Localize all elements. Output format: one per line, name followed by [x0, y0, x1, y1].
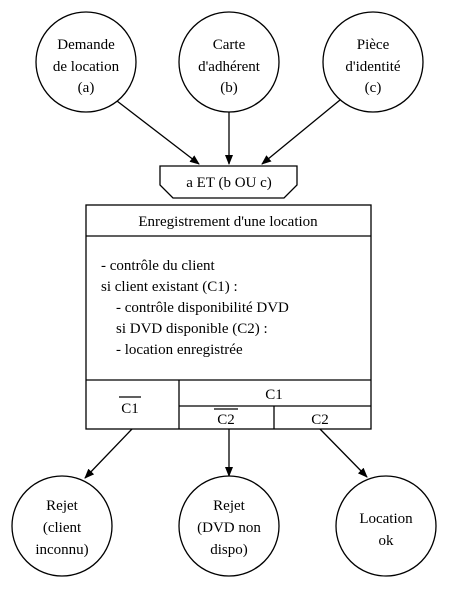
- result-location-ok: Location ok: [335, 475, 437, 577]
- event-label-line: de location: [53, 59, 120, 75]
- event-label-line: (c): [365, 80, 382, 96]
- result-rejet-dvd: Rejet (DVD non dispo): [178, 475, 280, 577]
- event-label-line: d'identité: [345, 59, 401, 75]
- result-circle: [178, 475, 280, 577]
- event-circle: [322, 11, 424, 113]
- operation-frame: [85, 204, 372, 430]
- arrow-to-rejet-client: [84, 428, 133, 479]
- operation-step: si DVD disponible (C2) :: [116, 321, 268, 337]
- rule-c2: C2: [311, 412, 329, 428]
- rule-c1: C1: [265, 387, 283, 403]
- event-demande-location: Demande de location (a): [35, 11, 137, 113]
- operation-step: - location enregistrée: [116, 342, 243, 358]
- event-label-line: d'adhérent: [198, 59, 261, 75]
- result-label-line: Rejet: [213, 498, 245, 514]
- synchro-condition: a ET (b OU c): [186, 175, 272, 191]
- rule-not-c2: C2: [217, 412, 235, 428]
- event-label-line: Pièce: [357, 37, 390, 53]
- synchro-shape: [159, 165, 298, 199]
- operation-title: Enregistrement d'une location: [138, 214, 318, 230]
- operation-step: si client existant (C1) :: [101, 279, 238, 295]
- result-circle: [335, 475, 437, 577]
- event-carte-adherent: Carte d'adhérent (b): [178, 11, 280, 113]
- result-label-line: dispo): [210, 542, 248, 558]
- rule-not-c1: C1: [121, 401, 139, 417]
- result-label-line: Rejet: [46, 498, 78, 514]
- event-piece-identite: Pièce d'identité (c): [322, 11, 424, 113]
- event-circle: [35, 11, 137, 113]
- result-label-line: (DVD non: [197, 520, 261, 536]
- event-label-line: Demande: [57, 37, 115, 53]
- result-rejet-client: Rejet (client inconnu): [11, 475, 113, 577]
- event-label-line: (b): [220, 80, 238, 96]
- operation-box: Enregistrement d'une location - contrôle…: [85, 204, 372, 430]
- result-label-line: (client: [43, 520, 82, 536]
- result-label-line: Location: [359, 511, 413, 527]
- arrow-to-location-ok: [319, 428, 368, 478]
- result-circle: [11, 475, 113, 577]
- operation-step: - contrôle du client: [101, 258, 216, 274]
- operation-step: - contrôle disponibilité DVD: [116, 300, 289, 316]
- event-label-line: Carte: [213, 37, 246, 53]
- arrow-a-to-synchro: [116, 100, 200, 165]
- synchronisation: a ET (b OU c): [159, 165, 298, 199]
- event-label-line: (a): [78, 80, 95, 96]
- result-label-line: inconnu): [35, 542, 88, 558]
- result-label-line: ok: [379, 533, 395, 549]
- arrow-c-to-synchro: [261, 99, 341, 165]
